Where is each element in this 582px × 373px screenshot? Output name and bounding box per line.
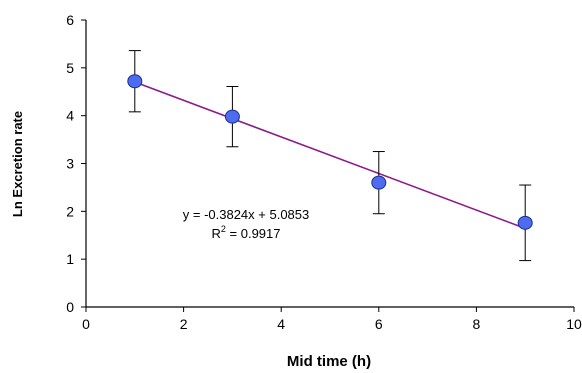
r-squared-value: = 0.9917 [226, 226, 281, 241]
y-axis-label: Ln Excretion rate [10, 111, 25, 217]
r-squared-prefix: R [212, 226, 221, 241]
y-tick-label: 1 [66, 251, 74, 267]
y-tick-labels: 0 1 2 3 4 5 6 [66, 12, 74, 315]
y-tick-label: 2 [66, 203, 74, 219]
data-points [127, 74, 533, 230]
axes [81, 19, 575, 312]
trendline-group [134, 81, 526, 230]
data-point [127, 74, 143, 89]
y-tick-label: 4 [66, 108, 74, 124]
y-tick-label: 3 [66, 156, 74, 172]
y-tick-label: 0 [66, 299, 74, 315]
y-tick-label: 5 [66, 60, 74, 76]
x-tick-labels: 0 2 4 6 8 10 [82, 316, 582, 332]
x-tick-label: 8 [473, 316, 481, 332]
x-tick-label: 6 [375, 316, 383, 332]
equation-label: y = -0.3824x + 5.0853 [183, 207, 309, 222]
data-point [224, 109, 240, 124]
x-tick-label: 4 [277, 316, 285, 332]
x-axis-label: Mid time (h) [287, 353, 371, 370]
r-squared-superscript: 2 [221, 224, 226, 234]
x-tick-label: 0 [82, 316, 90, 332]
r-squared-label: R2 = 0.9917 [212, 224, 281, 241]
trendline [134, 81, 526, 230]
y-tick-label: 6 [66, 12, 74, 28]
data-point [517, 215, 533, 230]
x-tick-label: 2 [180, 316, 188, 332]
x-tick-label: 10 [566, 316, 582, 332]
data-point [371, 175, 387, 190]
